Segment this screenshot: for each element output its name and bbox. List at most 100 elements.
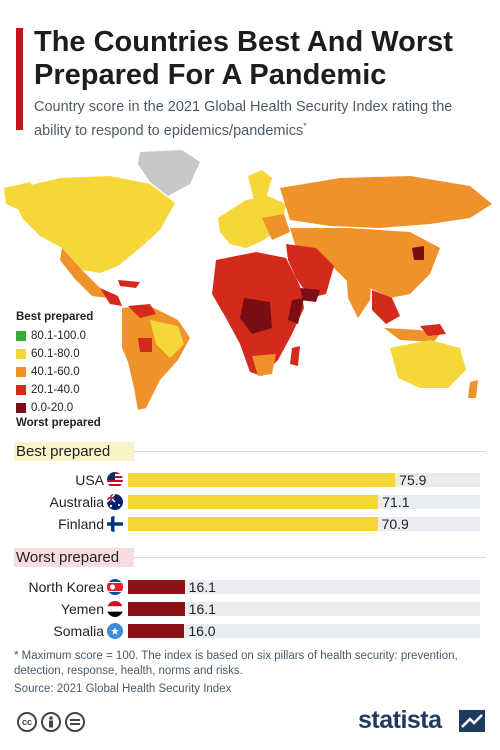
bar-track bbox=[128, 517, 480, 531]
world-map bbox=[4, 150, 492, 410]
map-somalia bbox=[288, 298, 304, 324]
legend-label: 60.1-80.0 bbox=[31, 347, 80, 360]
map-legend: Best prepared 80.1-100.0 60.1-80.0 40.1-… bbox=[10, 307, 122, 432]
legend-item: 20.1-40.0 bbox=[16, 383, 80, 396]
title-accent-bar bbox=[16, 28, 23, 130]
bar bbox=[128, 624, 185, 638]
cc-icon[interactable]: cc bbox=[17, 712, 37, 732]
legend-worst-label: Worst prepared bbox=[16, 417, 101, 429]
legend-swatch bbox=[16, 402, 26, 413]
legend-item: 0.0-20.0 bbox=[16, 401, 73, 414]
worst-band-label: Worst prepared bbox=[16, 549, 120, 566]
legend-swatch bbox=[16, 384, 26, 395]
map-southeast-asia bbox=[372, 290, 400, 324]
map-australia bbox=[390, 340, 466, 388]
best-bar-row: Australia 71.1 bbox=[0, 493, 500, 511]
australia-flag-icon bbox=[107, 494, 123, 510]
map-new-zealand bbox=[468, 380, 478, 398]
bar-category-label: North Korea bbox=[28, 579, 104, 595]
page-subtitle: Country score in the 2021 Global Health … bbox=[34, 98, 489, 141]
bar-track bbox=[128, 580, 480, 594]
map-papua bbox=[420, 324, 446, 336]
bar-value-label: 16.1 bbox=[188, 579, 216, 595]
map-central-america bbox=[100, 288, 122, 306]
map-india bbox=[346, 268, 372, 318]
yemen-flag-icon bbox=[107, 601, 123, 617]
map-brazil-west bbox=[150, 320, 184, 358]
legend-item: 80.1-100.0 bbox=[16, 329, 86, 342]
legend-swatch bbox=[16, 330, 26, 341]
bar bbox=[128, 495, 379, 509]
legend-item: 60.1-80.0 bbox=[16, 347, 80, 360]
map-yemen bbox=[300, 288, 320, 302]
source-note: Source: 2021 Global Health Security Inde… bbox=[14, 683, 232, 695]
map-russia bbox=[280, 176, 492, 228]
bar bbox=[128, 580, 185, 594]
subtitle-footnote-mark: * bbox=[303, 121, 307, 131]
map-bolivia bbox=[138, 338, 152, 352]
page-title: The Countries Best And Worst Prepared Fo… bbox=[34, 26, 453, 91]
legend-label: 0.0-20.0 bbox=[31, 401, 74, 414]
legend-label: 40.1-60.0 bbox=[31, 365, 80, 378]
best-bar-row: Finland 70.9 bbox=[0, 515, 500, 533]
license-icons: cc bbox=[17, 712, 85, 734]
worst-band-background bbox=[14, 548, 134, 567]
finland-flag-icon bbox=[107, 516, 123, 532]
worst-prepared-header: Worst prepared bbox=[14, 548, 486, 567]
map-asia bbox=[290, 228, 440, 298]
map-caribbean bbox=[118, 280, 140, 288]
map-venezuela bbox=[128, 304, 156, 318]
map-madagascar bbox=[290, 346, 300, 366]
bar-category-label: Finland bbox=[58, 516, 104, 532]
worst-bar-row: Somalia 16.0 bbox=[0, 622, 500, 640]
bar-track bbox=[128, 624, 480, 638]
legend-swatch bbox=[16, 348, 26, 359]
best-band-label: Best prepared bbox=[16, 443, 111, 460]
bar bbox=[128, 473, 396, 487]
best-band-background bbox=[14, 442, 134, 461]
bar-value-label: 16.1 bbox=[188, 601, 216, 617]
worst-band-divider bbox=[134, 557, 486, 558]
bar-track bbox=[128, 473, 480, 487]
bar bbox=[128, 517, 378, 531]
usa-flag-icon bbox=[107, 472, 123, 488]
bar-value-label: 71.1 bbox=[382, 494, 410, 510]
legend-best-label: Best prepared bbox=[16, 311, 94, 323]
bar-category-label: Yemen bbox=[60, 601, 104, 617]
bar-category-label: USA bbox=[75, 472, 104, 488]
map-greenland bbox=[138, 150, 200, 196]
bar-track bbox=[128, 495, 480, 509]
map-europe bbox=[218, 196, 286, 248]
map-south-africa bbox=[252, 354, 276, 376]
no-derivatives-icon[interactable] bbox=[65, 712, 85, 732]
bar-category-label: Somalia bbox=[53, 623, 104, 639]
map-korea bbox=[412, 246, 424, 260]
legend-swatch bbox=[16, 366, 26, 377]
subtitle-text: Country score in the 2021 Global Health … bbox=[34, 99, 453, 139]
map-alaska bbox=[4, 182, 40, 210]
legend-label: 20.1-40.0 bbox=[31, 383, 80, 396]
map-scandinavia bbox=[248, 170, 272, 200]
somalia-flag-icon bbox=[107, 623, 123, 639]
bar-track bbox=[128, 602, 480, 616]
best-bar-row: USA 75.9 bbox=[0, 471, 500, 489]
statista-logo[interactable]: statista bbox=[358, 706, 442, 734]
map-middle-east bbox=[286, 244, 334, 298]
map-central-africa bbox=[240, 298, 272, 334]
map-north-america bbox=[10, 176, 175, 273]
map-eastern-europe bbox=[262, 214, 290, 240]
attribution-icon[interactable] bbox=[41, 712, 61, 732]
best-prepared-header: Best prepared bbox=[14, 442, 486, 461]
equals-glyph bbox=[70, 719, 80, 725]
best-band-divider bbox=[134, 451, 486, 452]
worst-bar-row: Yemen 16.1 bbox=[0, 600, 500, 618]
statista-logo-mark-icon bbox=[459, 710, 485, 732]
bar-value-label: 16.0 bbox=[188, 623, 216, 639]
bar-value-label: 70.9 bbox=[381, 516, 409, 532]
legend-item: 40.1-60.0 bbox=[16, 365, 80, 378]
legend-label: 80.1-100.0 bbox=[31, 329, 86, 342]
bar-category-label: Australia bbox=[49, 494, 104, 510]
person-glyph bbox=[49, 716, 53, 728]
bar bbox=[128, 602, 185, 616]
bar-value-label: 75.9 bbox=[399, 472, 427, 488]
